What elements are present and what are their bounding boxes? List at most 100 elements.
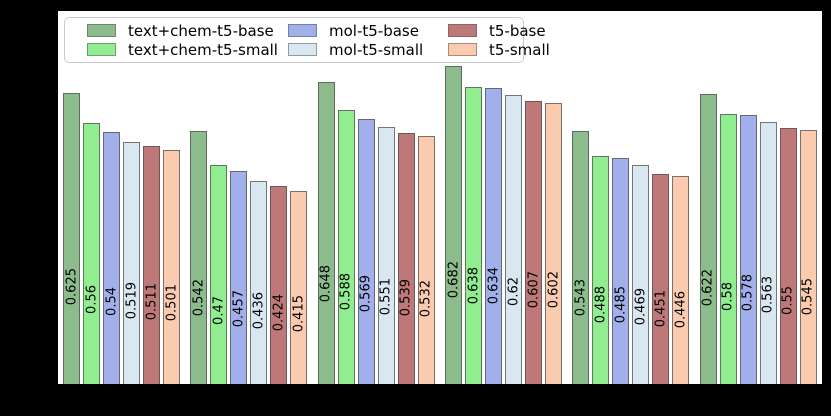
legend-label: t5-base [489, 21, 546, 40]
bar-value-label: 0.543 [573, 278, 589, 316]
bar-group-2: 0.542 0.47 0.457 0.436 0.424 0.415 [185, 11, 312, 384]
bar-mol-t5-base-group4: 0.634 [485, 88, 503, 384]
bar-text+chem-t5-small-group1: 0.56 [83, 122, 101, 384]
bar-t5-base-group5: 0.451 [652, 173, 670, 384]
bar-value-label: 0.485 [613, 286, 629, 324]
legend-label: mol-t5-small [329, 40, 424, 59]
bar-value-label: 0.578 [740, 274, 756, 312]
bar-mol-t5-base-group1: 0.54 [103, 132, 121, 384]
legend-swatch-icon [288, 24, 317, 37]
bar-value-label: 0.519 [124, 281, 140, 319]
bar-value-label: 0.634 [486, 267, 502, 305]
bar-value-label: 0.607 [526, 270, 542, 308]
bar-t5-small-group6: 0.545 [799, 129, 817, 384]
bar-value-label: 0.602 [546, 271, 562, 309]
bar-value-label: 0.56 [84, 284, 100, 314]
plot-area: 0.625 0.56 0.54 0.519 0.511 0.501 0.542 0.47 0.4… [56, 9, 824, 386]
bar-t5-small-group5: 0.446 [672, 176, 690, 384]
bar-value-label: 0.682 [446, 261, 462, 299]
legend: text+chem-t5-base text+chem-t5-small mol-t… [64, 17, 550, 63]
bar-text+chem-t5-base-group2: 0.542 [190, 131, 208, 384]
bar-value-label: 0.457 [231, 289, 247, 327]
bar-mol-t5-small-group5: 0.469 [632, 165, 650, 384]
bar-text+chem-t5-base-group1: 0.625 [63, 92, 81, 384]
bar-t5-small-group1: 0.501 [163, 150, 181, 384]
legend-swatch-icon [448, 43, 477, 56]
bar-mol-t5-base-group3: 0.569 [357, 118, 375, 384]
bar-t5-base-group6: 0.55 [779, 127, 797, 384]
bar-text+chem-t5-small-group2: 0.47 [210, 164, 228, 384]
legend-entry-t5-base: t5-base [448, 22, 550, 40]
bar-text+chem-t5-small-group4: 0.638 [465, 86, 483, 384]
bar-value-label: 0.446 [673, 290, 689, 329]
bar-value-label: 0.501 [164, 284, 180, 322]
bar-value-label: 0.545 [800, 278, 816, 316]
bar-value-label: 0.54 [104, 287, 120, 317]
bar-t5-base-group4: 0.607 [525, 101, 543, 384]
bar-text+chem-t5-small-group5: 0.488 [592, 156, 610, 384]
bar-value-label: 0.47 [211, 296, 227, 326]
bar-group-6: 0.622 0.58 0.578 0.563 0.55 0.545 [695, 11, 822, 384]
bar-mol-t5-base-group6: 0.578 [739, 114, 757, 384]
legend-swatch-icon [87, 24, 116, 37]
legend-entry-text+chem-t5-small: text+chem-t5-small [87, 41, 288, 59]
bar-mol-t5-base-group2: 0.457 [230, 170, 248, 384]
bar-mol-t5-small-group6: 0.563 [759, 121, 777, 384]
bar-value-label: 0.648 [318, 265, 334, 303]
bar-t5-small-group2: 0.415 [290, 190, 308, 384]
bar-group-5: 0.543 0.488 0.485 0.469 0.451 0.446 [567, 11, 694, 384]
bar-value-label: 0.451 [653, 290, 669, 328]
bar-value-label: 0.569 [358, 275, 374, 313]
bar-mol-t5-small-group1: 0.519 [123, 142, 141, 384]
bar-t5-base-group3: 0.539 [397, 132, 415, 384]
bar-value-label: 0.424 [271, 293, 287, 331]
legend-swatch-icon [87, 43, 116, 56]
bar-value-label: 0.62 [506, 277, 522, 307]
bar-mol-t5-small-group3: 0.551 [377, 127, 395, 384]
legend-label: text+chem-t5-small [128, 40, 278, 59]
bar-mol-t5-small-group4: 0.62 [505, 94, 523, 384]
bar-group-4: 0.682 0.638 0.634 0.62 0.607 0.602 [440, 11, 567, 384]
bar-t5-small-group3: 0.532 [417, 135, 435, 384]
bar-value-label: 0.539 [398, 279, 414, 317]
bar-mol-t5-small-group2: 0.436 [250, 180, 268, 384]
bar-text+chem-t5-base-group5: 0.543 [572, 130, 590, 384]
bar-value-label: 0.622 [700, 268, 716, 306]
bar-t5-base-group2: 0.424 [270, 186, 288, 384]
bar-value-label: 0.625 [64, 268, 80, 306]
bar-value-label: 0.488 [593, 285, 609, 323]
legend-entry-text+chem-t5-base: text+chem-t5-base [87, 22, 288, 40]
legend-swatch-icon [288, 43, 317, 56]
bar-value-label: 0.563 [760, 276, 776, 314]
bar-value-label: 0.542 [191, 278, 207, 317]
bar-t5-base-group1: 0.511 [143, 145, 161, 384]
bar-value-label: 0.638 [466, 266, 482, 304]
bar-group-3: 0.648 0.588 0.569 0.551 0.539 0.532 [313, 11, 440, 384]
bar-text+chem-t5-base-group6: 0.622 [699, 94, 717, 384]
legend-swatch-icon [448, 24, 477, 37]
bar-value-label: 0.55 [780, 286, 796, 316]
bar-value-label: 0.511 [144, 282, 160, 320]
bar-value-label: 0.58 [720, 282, 736, 312]
legend-entry-mol-t5-small: mol-t5-small [288, 41, 448, 59]
legend-label: t5-small [489, 40, 550, 59]
bar-group-1: 0.625 0.56 0.54 0.519 0.511 0.501 [58, 11, 185, 384]
legend-label: text+chem-t5-base [128, 21, 274, 40]
bar-value-label: 0.551 [378, 277, 394, 315]
bar-value-label: 0.436 [251, 292, 267, 330]
bar-text+chem-t5-base-group3: 0.648 [317, 81, 335, 384]
bar-text+chem-t5-small-group6: 0.58 [719, 113, 737, 384]
bar-mol-t5-base-group5: 0.485 [612, 157, 630, 384]
bar-value-label: 0.588 [338, 273, 354, 311]
bar-text+chem-t5-base-group4: 0.682 [445, 66, 463, 384]
bar-value-label: 0.532 [418, 280, 434, 318]
bar-value-label: 0.469 [633, 288, 649, 326]
bar-groups: 0.625 0.56 0.54 0.519 0.511 0.501 0.542 0.47 0.4… [58, 11, 822, 384]
bar-value-label: 0.415 [291, 294, 307, 333]
legend-entry-t5-small: t5-small [448, 41, 550, 59]
legend-entry-mol-t5-base: mol-t5-base [288, 22, 448, 40]
bar-t5-small-group4: 0.602 [545, 103, 563, 384]
legend-label: mol-t5-base [329, 21, 419, 40]
bar-text+chem-t5-small-group3: 0.588 [337, 109, 355, 384]
